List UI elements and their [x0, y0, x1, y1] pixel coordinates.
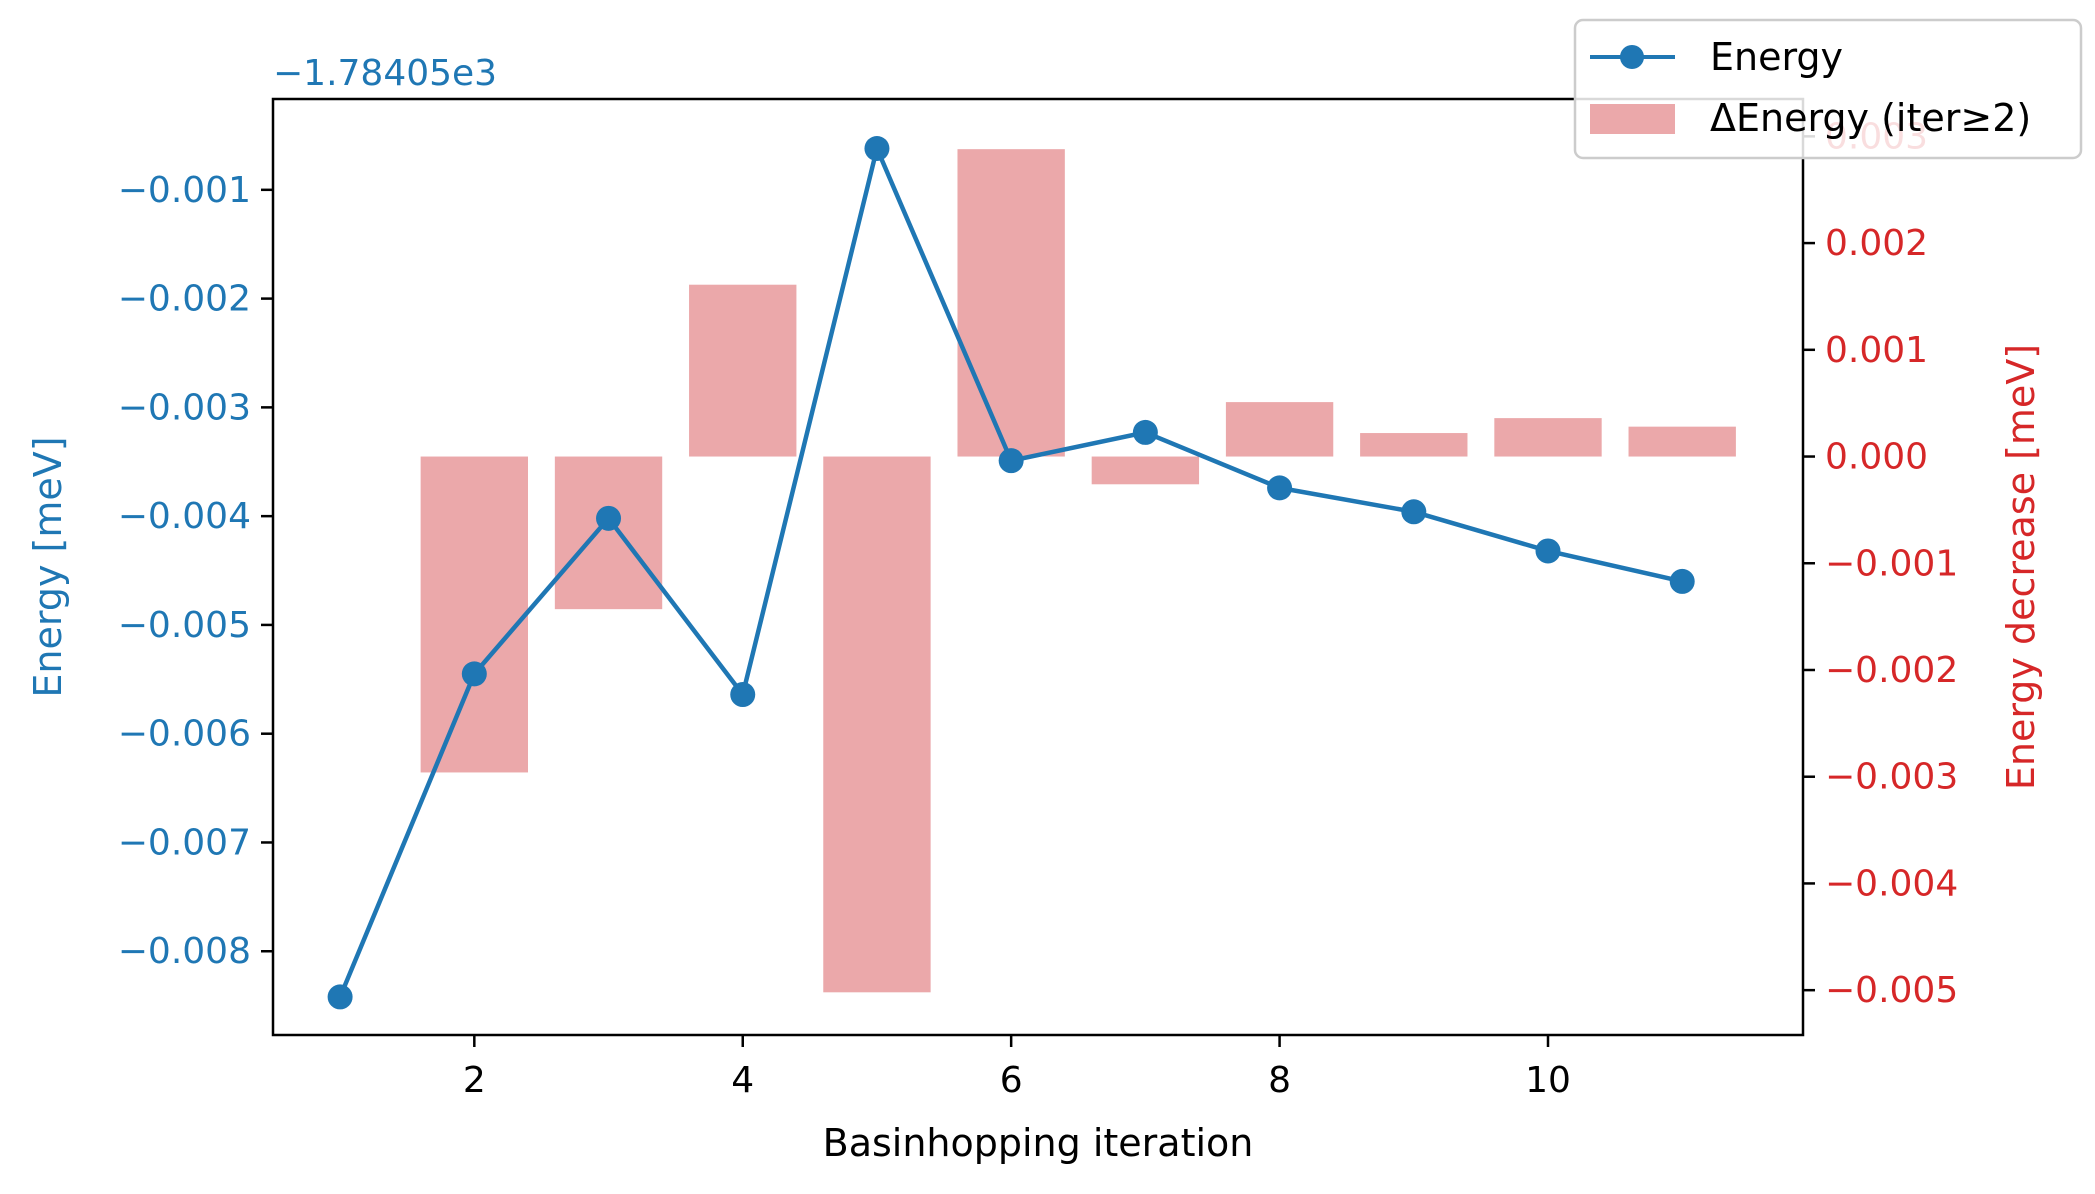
energy-point	[1132, 419, 1158, 445]
delta-bar	[1628, 426, 1736, 457]
left-tick-label: −0.005	[118, 605, 251, 646]
delta-bar	[420, 456, 528, 773]
x-tick-label: 4	[731, 1060, 754, 1101]
left-tick-label: −0.003	[118, 387, 251, 428]
legend-energy-label: Energy	[1710, 35, 1843, 79]
delta-bar	[823, 456, 931, 993]
left-tick-label: −0.002	[118, 279, 251, 320]
left-tick-label: −0.006	[118, 714, 251, 755]
x-tick-label: 2	[463, 1060, 486, 1101]
delta-bar	[554, 456, 663, 610]
energy-point	[461, 661, 487, 687]
energy-line-layer	[327, 135, 1695, 1010]
right-tick-label: −0.004	[1825, 863, 1958, 904]
energy-point	[327, 984, 353, 1010]
bars-layer	[420, 149, 1736, 993]
delta-bar	[1494, 418, 1602, 457]
left-tick-label: −0.004	[118, 496, 251, 537]
energy-point	[596, 505, 622, 531]
legend-energy-marker	[1620, 45, 1644, 69]
right-tick-label: 0.002	[1825, 223, 1928, 264]
energy-point	[1401, 499, 1427, 525]
left-axis-title: Energy [meV]	[26, 436, 70, 697]
right-tick-label: −0.001	[1825, 543, 1958, 584]
energy-point	[1669, 568, 1695, 594]
right-tick-label: −0.005	[1825, 970, 1958, 1011]
x-axis-title: Basinhopping iteration	[823, 1121, 1254, 1165]
energy-point	[998, 448, 1024, 474]
energy-point	[1535, 538, 1561, 564]
delta-bar	[689, 284, 797, 457]
legend-delta-label: ΔEnergy (iter≥2)	[1710, 96, 2031, 140]
delta-bar	[1091, 456, 1200, 485]
legend-delta-swatch	[1590, 104, 1675, 134]
left-axis-ticks: −0.008 −0.007 −0.006 −0.005 −0.004 −0.003 −0.0…	[118, 170, 273, 972]
energy-point	[730, 682, 756, 708]
left-tick-label: −0.001	[118, 170, 251, 211]
right-tick-label: −0.003	[1825, 757, 1958, 798]
x-tick-label: 6	[1000, 1060, 1023, 1101]
legend-box	[1573, 18, 2083, 160]
energy-point	[864, 135, 890, 161]
right-tick-label: −0.002	[1825, 650, 1958, 691]
delta-bar	[957, 149, 1065, 457]
left-tick-label: −0.007	[118, 822, 251, 863]
x-tick-label: 8	[1268, 1060, 1291, 1101]
delta-bar	[1360, 433, 1468, 457]
left-axis-offset-text: −1.78405e3	[273, 53, 497, 94]
right-axis-title: Energy decrease [meV]	[1999, 344, 2043, 790]
right-tick-label: 0.000	[1825, 437, 1928, 478]
x-tick-label: 10	[1525, 1060, 1571, 1101]
left-tick-label: −0.008	[118, 931, 251, 972]
delta-bar	[1225, 402, 1334, 457]
plot-frame	[271, 97, 1805, 1037]
legend: Energy ΔEnergy (iter≥2)	[1573, 18, 2083, 160]
x-axis-ticks: 2 4 6 8 10	[463, 1035, 1571, 1101]
energy-point	[1267, 475, 1293, 501]
right-tick-label: 0.001	[1825, 330, 1928, 371]
